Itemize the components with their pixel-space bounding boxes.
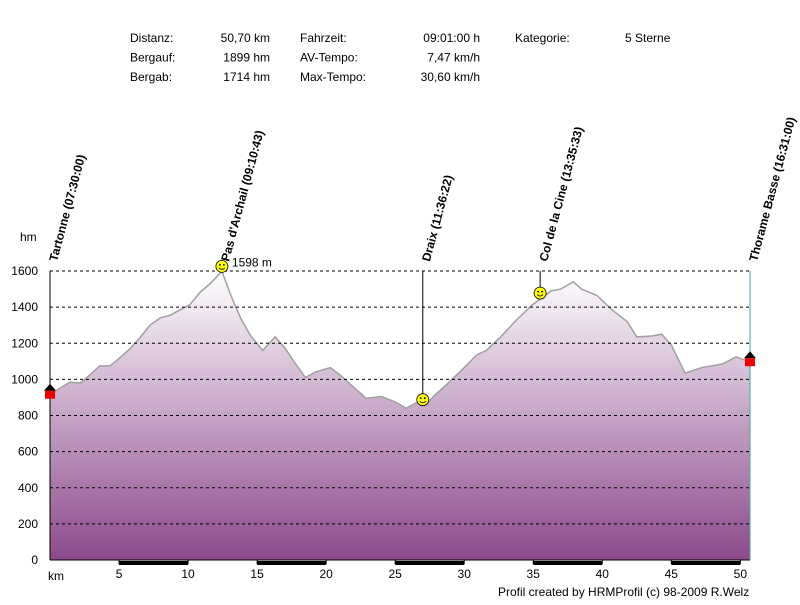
stat-value: 1714 hm (223, 70, 270, 84)
stat-label: AV-Tempo: (300, 51, 358, 65)
house-roof (744, 351, 756, 359)
y-tick-label: 1200 (11, 336, 38, 350)
waypoint-marker (744, 351, 756, 367)
smiley-mouth (536, 294, 544, 297)
y-tick-label: 0 (31, 553, 38, 567)
smiley-face (533, 286, 547, 300)
stat-label: Max-Tempo: (300, 70, 366, 84)
smiley-mouth (218, 267, 226, 270)
x-axis-label: km (48, 569, 64, 583)
smiley-face (416, 393, 430, 407)
x-tick-label: 50 (734, 567, 748, 581)
stat-label: Kategorie: (515, 31, 570, 45)
stat-value: 5 Sterne (625, 31, 671, 45)
x-tick-label: 25 (388, 567, 402, 581)
smiley-eye (537, 290, 540, 293)
house-body (745, 358, 755, 367)
y-tick-label: 400 (18, 481, 38, 495)
stat-label: Distanz: (130, 31, 173, 45)
x-scale-bar (395, 561, 465, 565)
smiley-eye (222, 263, 225, 266)
stat-value: 50,70 km (221, 31, 270, 45)
stat-value: 30,60 km/h (421, 70, 480, 84)
stat-value: 7,47 km/h (427, 51, 480, 65)
y-tick-label: 800 (18, 409, 38, 423)
house-body (45, 390, 55, 399)
x-scale-bar (257, 561, 327, 565)
waypoint-label: Col de la Cine (13:35:33) (537, 125, 586, 263)
house-roof (44, 383, 56, 391)
waypoint-marker (44, 383, 56, 399)
footer: Profil created by HRMProfil (c) 98-2009 … (498, 585, 749, 599)
smiley-eye (541, 290, 544, 293)
smiley-mouth (419, 400, 427, 404)
y-tick-label: 1000 (11, 372, 38, 386)
stat-value: 09:01:00 h (423, 31, 480, 45)
x-tick-label: 40 (596, 567, 610, 581)
stat-label: Bergauf: (130, 51, 175, 65)
x-tick-label: 10 (181, 567, 195, 581)
x-tick-label: 15 (250, 567, 264, 581)
stat-label: Fahrzeit: (300, 31, 347, 45)
x-scale-bar (533, 561, 603, 565)
waypoint-label: Tartonne (07:30:00) (46, 153, 88, 263)
waypoint-marker (533, 286, 547, 300)
smiley-face (215, 259, 229, 273)
smiley-eye (218, 263, 221, 266)
stat-value: 1899 hm (223, 51, 270, 65)
waypoint-marker (215, 259, 229, 273)
y-tick-label: 1600 (11, 264, 38, 278)
waypoint-label: Thorame Basse (16:31:00) (746, 115, 798, 262)
x-tick-label: 5 (116, 567, 123, 581)
waypoint-marker (416, 393, 430, 407)
x-tick-label: 20 (319, 567, 333, 581)
x-tick-label: 45 (665, 567, 679, 581)
y-axis-label: hm (20, 230, 37, 244)
peak-label: 1598 m (232, 255, 272, 269)
waypoint-label: Draix (11:36:22) (419, 173, 455, 262)
x-scale-bar (119, 561, 189, 565)
waypoint-label: Pas d'Archail (09:10:43) (218, 129, 266, 263)
x-scale-bar (671, 561, 741, 565)
y-tick-label: 1400 (11, 300, 38, 314)
smiley-eye (419, 397, 422, 400)
smiley-eye (423, 397, 426, 400)
y-tick-label: 600 (18, 445, 38, 459)
x-tick-label: 35 (527, 567, 541, 581)
y-tick-label: 200 (18, 517, 38, 531)
elevation-line (49, 269, 751, 410)
x-tick-label: 30 (458, 567, 472, 581)
stat-label: Bergab: (130, 70, 172, 84)
